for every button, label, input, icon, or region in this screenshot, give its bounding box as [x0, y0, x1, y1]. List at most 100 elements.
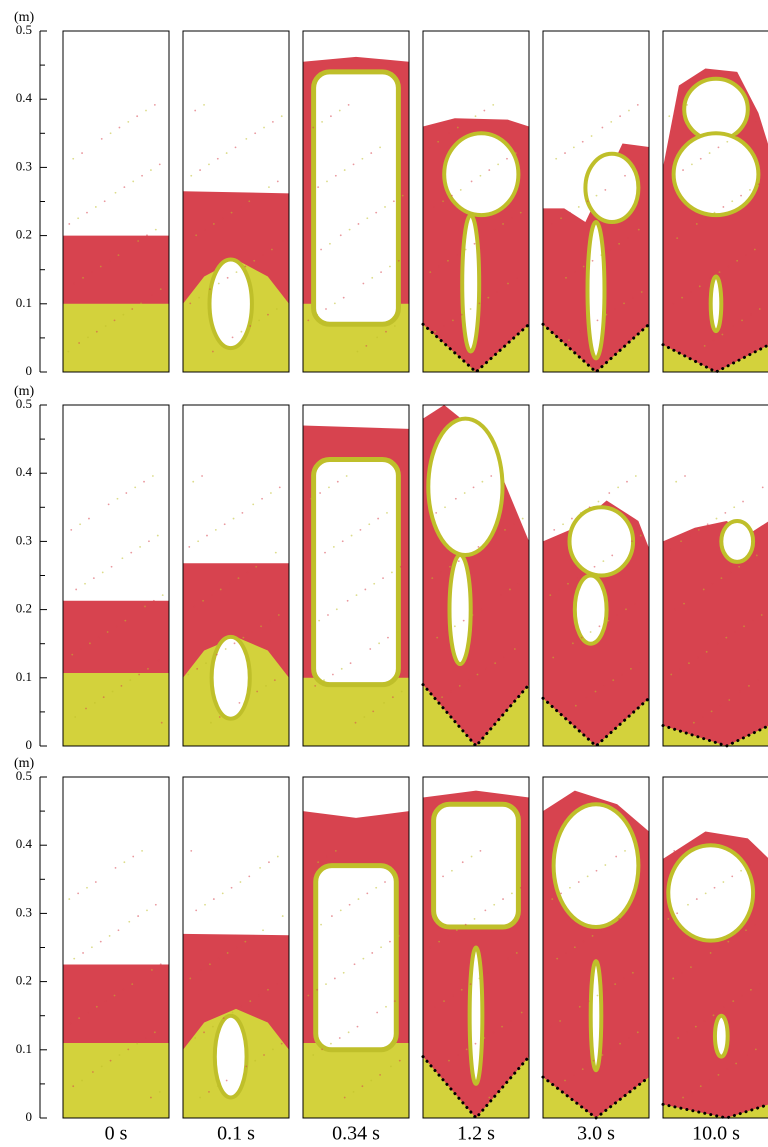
y-tick-label: 0 [26, 1109, 33, 1124]
particle [552, 657, 554, 659]
y-tick-label: 0.3 [16, 158, 32, 173]
particle [520, 212, 522, 214]
particle [615, 856, 617, 858]
particle [189, 978, 191, 980]
particle [462, 861, 464, 863]
particle [726, 141, 728, 143]
particle [676, 237, 678, 239]
particle [483, 1037, 485, 1039]
bubble [470, 948, 483, 1084]
particle [609, 249, 611, 251]
particle [393, 875, 395, 877]
particle [245, 138, 247, 140]
particle [690, 291, 692, 293]
particle [131, 983, 133, 985]
particle [379, 1074, 381, 1076]
particle [205, 662, 207, 664]
particle [313, 560, 315, 562]
particle [690, 966, 692, 968]
particle [209, 288, 211, 290]
snapshot-panel [63, 31, 169, 372]
particle [263, 1054, 265, 1056]
particle [719, 946, 721, 948]
particle [378, 642, 380, 644]
bubble [210, 259, 252, 348]
particle [579, 1006, 581, 1008]
particle [588, 1000, 590, 1002]
bubble [721, 521, 753, 562]
particle [213, 223, 215, 225]
particle [438, 266, 440, 268]
bubble [668, 845, 753, 940]
particle [282, 240, 284, 242]
particle [384, 206, 386, 208]
particle [240, 206, 242, 208]
particle [195, 234, 197, 236]
particle [342, 540, 344, 542]
particle [479, 978, 481, 980]
particle [389, 266, 391, 268]
particle [696, 223, 698, 225]
particle [132, 181, 134, 183]
particle [95, 881, 97, 883]
particle [705, 892, 707, 894]
particle [722, 206, 724, 208]
particle [81, 152, 83, 154]
particle [566, 710, 568, 712]
particle [263, 127, 265, 129]
particle [673, 850, 675, 852]
particle [346, 475, 348, 477]
particle [194, 1037, 196, 1039]
particle [574, 946, 576, 948]
particle [100, 266, 102, 268]
particle [276, 983, 278, 985]
particle [82, 952, 84, 954]
particle [399, 1060, 401, 1062]
particle [755, 1048, 757, 1050]
particle [587, 875, 589, 877]
particle [218, 283, 220, 285]
particle [457, 127, 459, 129]
snapshot-panel [543, 777, 649, 1118]
particle [750, 314, 752, 316]
particle [732, 325, 734, 327]
particle [704, 1020, 706, 1022]
particle [267, 989, 269, 991]
particle [362, 283, 364, 285]
particle [735, 1063, 737, 1065]
particle [79, 523, 81, 525]
particle [118, 929, 120, 931]
particle [729, 572, 731, 574]
particle [457, 1054, 459, 1056]
particle [688, 662, 690, 664]
particle [127, 121, 129, 123]
particle [675, 481, 677, 483]
particle [128, 921, 130, 923]
particle [68, 223, 70, 225]
particle [483, 110, 485, 112]
particle [667, 918, 669, 920]
particle [516, 952, 518, 954]
particle [77, 217, 79, 219]
particle [682, 169, 684, 171]
particle [438, 941, 440, 943]
particle [447, 935, 449, 937]
particle [148, 540, 150, 542]
particle [494, 662, 496, 664]
particle [197, 540, 199, 542]
particle [436, 637, 438, 639]
particle [309, 625, 311, 627]
particle [601, 127, 603, 129]
particle [681, 297, 683, 299]
y-tick-label: 0.4 [16, 90, 33, 105]
particle [550, 1026, 552, 1028]
particle [89, 642, 91, 644]
particle [391, 572, 393, 574]
particle [121, 557, 123, 559]
particle [745, 929, 747, 931]
particle [311, 929, 313, 931]
particle [278, 614, 280, 616]
particle [320, 924, 322, 926]
particle [442, 200, 444, 202]
particle [223, 1017, 225, 1019]
